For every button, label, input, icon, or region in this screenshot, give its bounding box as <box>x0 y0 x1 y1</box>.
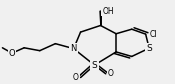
Text: S: S <box>146 44 152 53</box>
Text: OH: OH <box>102 7 115 16</box>
Text: O: O <box>107 69 113 78</box>
Text: OH: OH <box>102 7 114 16</box>
Text: S: S <box>92 61 97 70</box>
Text: S: S <box>91 61 98 70</box>
Text: O: O <box>8 49 15 58</box>
Text: O: O <box>72 73 79 82</box>
Text: O: O <box>107 69 114 78</box>
Text: O: O <box>9 49 15 58</box>
Text: N: N <box>70 44 77 53</box>
Text: O: O <box>73 73 79 82</box>
Text: S: S <box>146 44 152 53</box>
Text: N: N <box>70 44 77 53</box>
Text: Cl: Cl <box>150 30 158 39</box>
Text: Cl: Cl <box>150 30 158 39</box>
